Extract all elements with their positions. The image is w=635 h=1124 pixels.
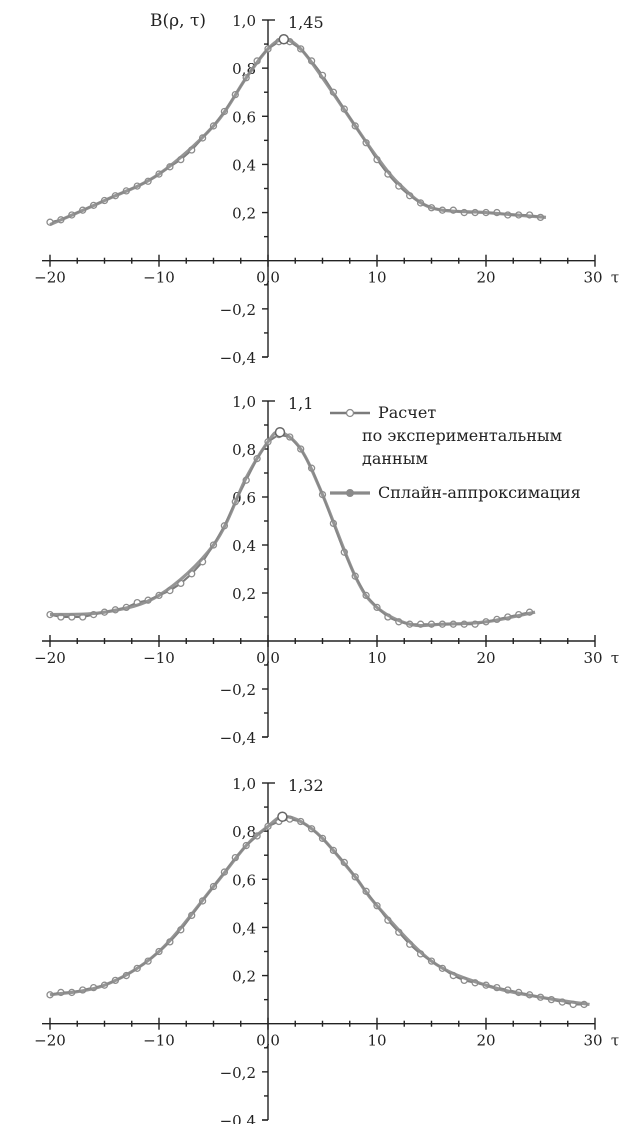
series-experimental-line: [49, 433, 530, 626]
x-tick-label: 0,0: [256, 269, 280, 287]
x-axis-label: τ: [611, 1032, 619, 1050]
y-tick-label: −0,2: [220, 681, 256, 699]
peak-marker: [274, 426, 286, 438]
peak-marker: [278, 34, 290, 45]
peak-marker: [277, 811, 288, 822]
y-tick-label: 0,2: [232, 205, 256, 223]
x-tick-label: 30: [583, 649, 602, 667]
peak-annotation: 1,32: [288, 776, 324, 795]
x-tick-label: 10: [367, 649, 386, 667]
x-tick-label: 20: [476, 1032, 495, 1050]
x-axis-label: τ: [611, 269, 619, 287]
y-tick-label: 0,8: [232, 441, 256, 459]
legend-label-spline: Сплайн-аппроксимация: [378, 483, 581, 502]
legend-label-experimental: Расчет: [378, 403, 436, 422]
y-tick-label: 0,6: [232, 871, 256, 889]
y-tick-label: 0,6: [232, 108, 256, 126]
x-axis-label: τ: [611, 649, 619, 667]
y-tick-label: 0,2: [232, 585, 256, 603]
x-tick-label: 0,0: [256, 649, 280, 667]
y-tick-label: −0,4: [220, 349, 256, 367]
x-tick-label: −10: [143, 269, 175, 287]
y-tick-label: 0,2: [232, 968, 256, 986]
chart-panel-3: −20 −10 0,0 10 20 30 τ 1,0 0,8 0,6 0,4 0,2 −0,2 −0,4 1…: [34, 775, 619, 1124]
series-experimental-line: [49, 40, 541, 224]
x-tick-label: −20: [34, 269, 66, 287]
series-spline-curve: [49, 430, 536, 628]
x-tick-label: −20: [34, 1032, 66, 1050]
x-tick-label: 20: [476, 649, 495, 667]
x-tick-label: 20: [476, 269, 495, 287]
x-tick-label: 30: [583, 1032, 602, 1050]
y-tick-label: 0,4: [232, 156, 256, 174]
y-tick-label: 1,0: [232, 12, 256, 30]
y-tick-label: 0,8: [232, 823, 256, 841]
x-tick-label: −20: [34, 649, 66, 667]
peak-annotation: 1,1: [288, 394, 313, 413]
x-tick-label: −10: [143, 649, 175, 667]
y-axis-label: B(ρ, τ): [150, 11, 206, 31]
y-tick-label: 0,4: [232, 537, 256, 555]
legend-label-experimental: по экспериментальным: [362, 426, 562, 445]
y-tick-label: 1,0: [232, 775, 256, 793]
x-tick-label: 10: [367, 269, 386, 287]
y-tick-label: 0,4: [232, 919, 256, 937]
legend-marker-experimental: [345, 408, 355, 418]
x-tick-label: 0,0: [256, 1032, 280, 1050]
series-spline-curve: [49, 37, 547, 227]
y-tick-label: −0,2: [220, 301, 256, 319]
legend-marker-spline: [346, 489, 354, 497]
y-tick-label: 1,0: [232, 393, 256, 411]
y-tick-label: −0,2: [220, 1064, 256, 1082]
x-tick-label: 30: [583, 269, 602, 287]
series-spline-curve: [49, 814, 590, 1007]
legend-label-experimental: данным: [362, 449, 428, 468]
series-experimental-line: [49, 818, 585, 1006]
peak-annotation: 1,45: [288, 13, 324, 32]
chart-panel-1: −20 −10 0,0 10 20 30 τ1,00,80,60,40,2−0,2−0,4B…: [34, 11, 619, 367]
y-tick-label: −0,4: [220, 1112, 256, 1124]
y-tick-label: −0,4: [220, 729, 256, 747]
x-tick-label: −10: [143, 1032, 175, 1050]
x-tick-label: 10: [367, 1032, 386, 1050]
chart-panel-2: −20 −10 0,0 10 20 30 τ1,00,80,60,40,2−0,2−0,41…: [34, 393, 619, 747]
